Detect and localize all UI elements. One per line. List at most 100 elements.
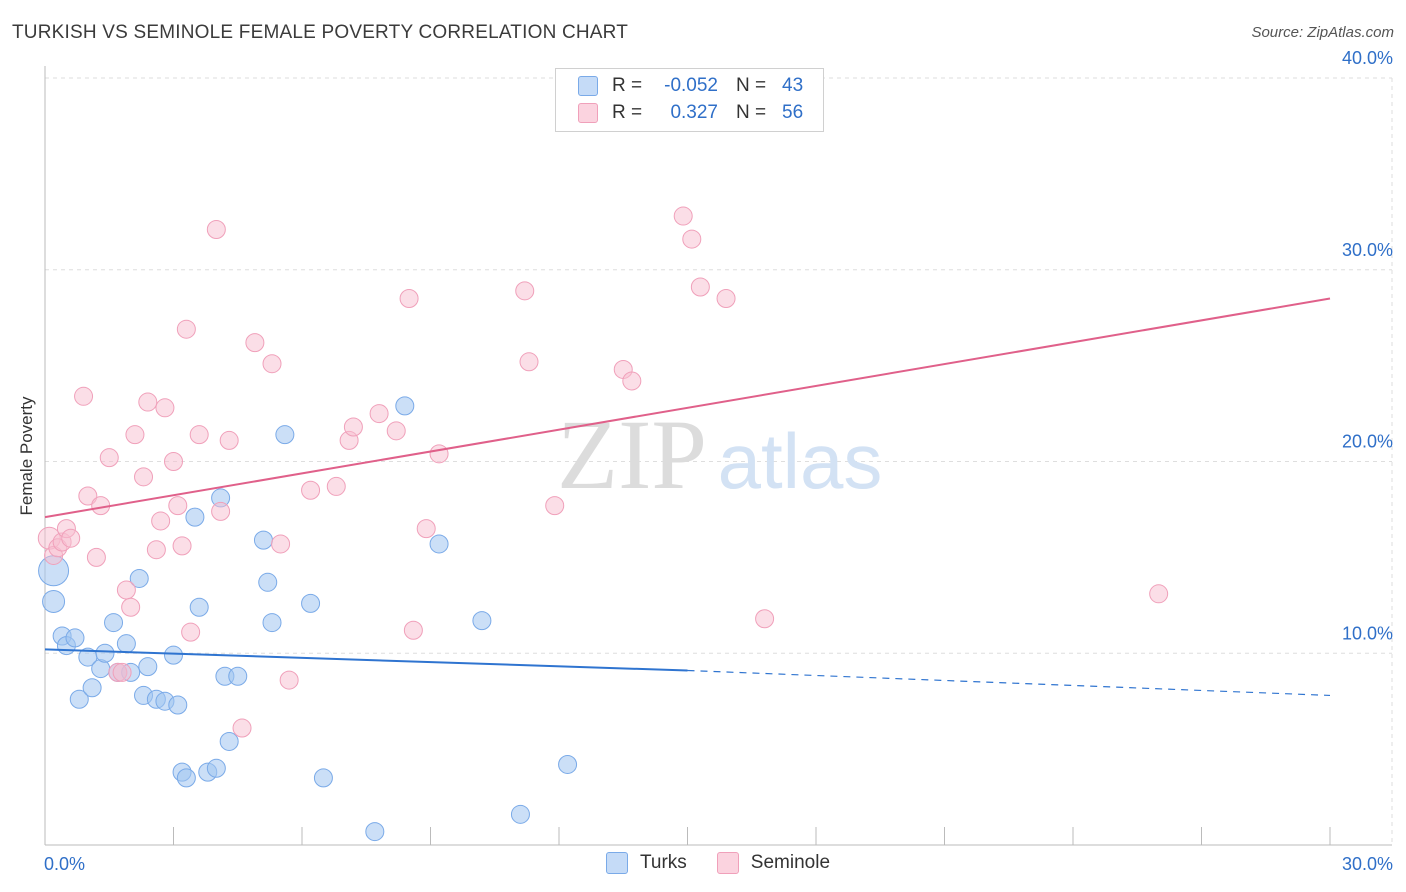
legend-item-turks: Turks — [606, 852, 687, 874]
seminole-point — [519, 352, 539, 372]
seminole-point — [682, 229, 702, 249]
turks-point — [65, 628, 85, 648]
seminole-point — [545, 496, 565, 516]
turks-point — [189, 597, 209, 617]
seminole-point — [219, 430, 239, 450]
turks-swatch — [578, 76, 598, 96]
seminole-point — [622, 371, 642, 391]
seminole-point — [121, 597, 141, 617]
seminole-point — [61, 528, 81, 548]
turks-point — [258, 572, 278, 592]
seminole-point — [181, 622, 201, 642]
turks-point — [185, 507, 205, 527]
legend-row-seminole: R = 0.327 N = 56 — [578, 101, 803, 125]
y-tick-label: 20.0% — [1342, 432, 1393, 452]
y-tick-label: 40.0% — [1342, 48, 1393, 68]
seminole-point — [271, 534, 291, 554]
x-tick-label: 30.0% — [1342, 854, 1393, 874]
seminole-point — [326, 476, 346, 496]
legend-row-turks: R = -0.052 N = 43 — [578, 74, 803, 98]
turks-point — [558, 754, 578, 774]
n-value: 56 — [782, 102, 804, 123]
watermark: ZIP atlas — [557, 399, 882, 510]
turks-point — [472, 611, 492, 631]
y-tick-label: 10.0% — [1342, 623, 1393, 643]
source-label: Source: ZipAtlas.com — [1251, 24, 1394, 41]
seminole-point — [74, 386, 94, 406]
seminole-point — [369, 404, 389, 424]
seminole-swatch — [578, 103, 598, 123]
chart-title: TURKISH VS SEMINOLE FEMALE POVERTY CORRE… — [12, 22, 629, 43]
seminole-point — [211, 501, 231, 521]
watermark-zip: ZIP — [557, 399, 707, 510]
turks-point — [42, 589, 66, 613]
turks-point — [82, 678, 102, 698]
n-value: 43 — [782, 75, 804, 96]
turks-point — [206, 758, 226, 778]
series-legend: Turks Seminole — [606, 852, 860, 874]
seminole-point — [403, 620, 423, 640]
seminole-legend-swatch — [716, 852, 739, 874]
seminole-point — [189, 425, 209, 445]
trend-lines — [44, 297, 1331, 697]
correlation-legend: R = -0.052 N = 43 R = 0.327 N = 56 — [555, 68, 824, 132]
seminole-point — [164, 452, 183, 471]
seminole-point — [399, 289, 419, 309]
turks-point — [395, 396, 415, 416]
seminole-point — [386, 421, 406, 441]
n-label: N = — [736, 102, 767, 123]
turks-trend-extension — [687, 669, 1331, 697]
seminole-point — [78, 486, 98, 506]
turks-point — [104, 613, 124, 633]
r-label: R = — [612, 75, 643, 96]
seminole-point — [116, 580, 136, 600]
turks-point — [168, 695, 188, 715]
seminole-point — [429, 444, 449, 464]
seminole-point — [755, 609, 775, 629]
tick-labels: 10.0% 20.0% 30.0% 40.0% 0.0% 30.0% — [44, 48, 1393, 874]
seminole-point — [515, 281, 535, 301]
r-value: 0.327 — [670, 102, 718, 123]
seminole-point — [99, 448, 119, 468]
data-points — [37, 206, 1169, 842]
seminole-point — [172, 536, 192, 556]
seminole-point — [232, 718, 252, 738]
turks-point — [95, 643, 115, 663]
axes — [44, 66, 1392, 846]
seminole-point — [112, 662, 132, 682]
seminole-point — [690, 277, 710, 297]
seminole-point — [1149, 584, 1169, 604]
y-tick-label: 30.0% — [1342, 240, 1393, 260]
seminole-point — [151, 511, 171, 531]
seminole-trend-line — [44, 297, 1331, 519]
seminole-point — [138, 392, 158, 412]
seminole-point — [245, 333, 265, 353]
turks-point — [510, 804, 530, 824]
turks-point — [253, 530, 273, 550]
seminole-point — [301, 480, 321, 500]
seminole-point — [262, 354, 282, 374]
seminole-point — [673, 206, 693, 226]
n-label: N = — [736, 75, 767, 96]
seminole-point — [125, 425, 145, 445]
turks-point — [313, 768, 333, 788]
turks-point — [262, 613, 282, 633]
turks-point — [275, 425, 295, 445]
r-label: R = — [612, 102, 643, 123]
seminole-point — [155, 398, 175, 418]
seminole-point — [134, 467, 154, 487]
seminole-point — [168, 496, 188, 516]
r-value: -0.052 — [664, 75, 718, 96]
x-tick-label: 0.0% — [44, 854, 85, 874]
seminole-point — [279, 670, 299, 690]
turks-legend-label: Turks — [640, 852, 687, 873]
turks-point — [176, 768, 196, 788]
turks-legend-swatch — [606, 852, 628, 874]
seminole-point — [343, 417, 363, 437]
seminole-point — [146, 540, 166, 560]
turks-point — [228, 666, 248, 686]
seminole-point — [206, 219, 226, 239]
seminole-point — [416, 519, 436, 539]
legend-item-seminole: Seminole — [716, 852, 830, 874]
